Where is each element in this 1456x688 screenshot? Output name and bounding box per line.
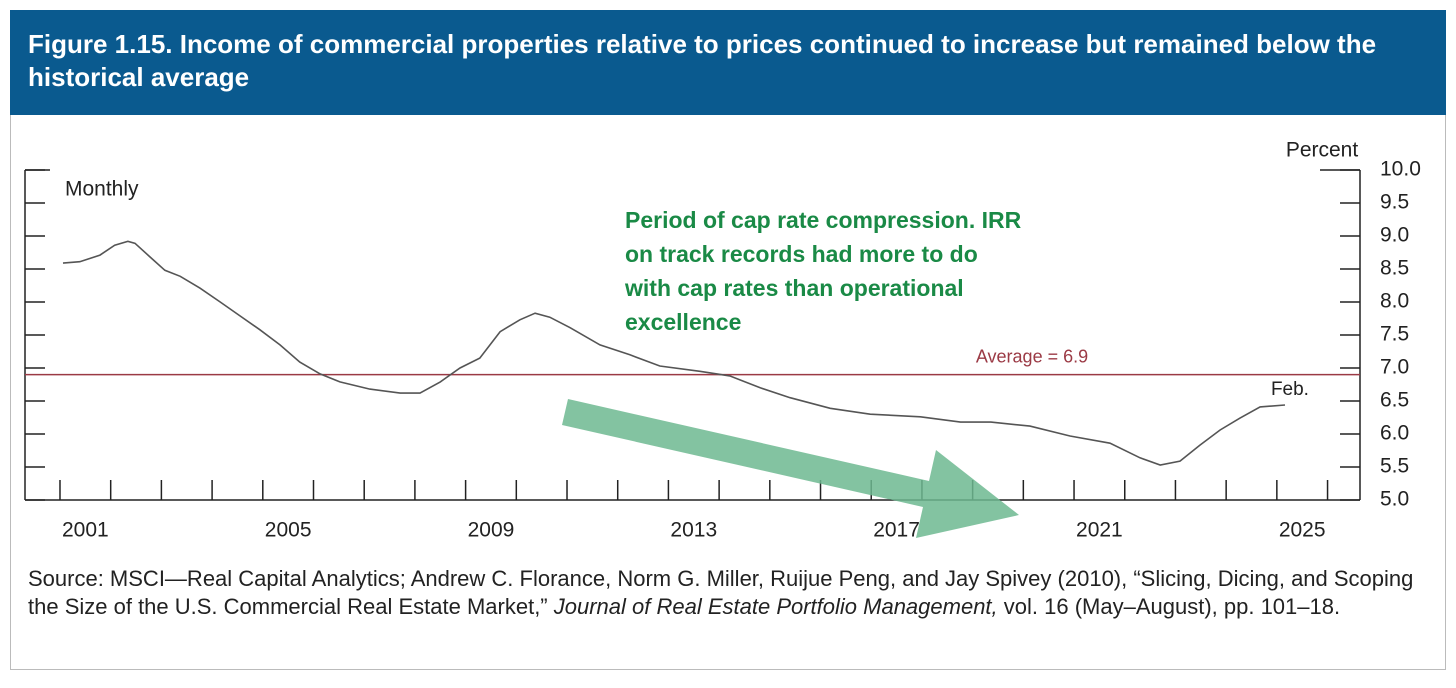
y-tick-label: 6.5 (1380, 389, 1409, 412)
x-tick-label: 2013 (670, 519, 717, 542)
y-axis-label: Percent (1286, 139, 1359, 162)
x-tick-label: 2025 (1279, 519, 1326, 542)
annotation-text: on track records had more to do (625, 241, 978, 267)
annotation-text: with cap rates than operational (624, 275, 964, 301)
source-journal: Journal of Real Estate Portfolio Managem… (553, 594, 998, 619)
y-tick-label: 10.0 (1380, 158, 1421, 181)
annotation-text: Period of cap rate compression. IRR (625, 207, 1022, 233)
source-note: Source: MSCI—Real Capital Analytics; And… (28, 565, 1433, 621)
annotation-arrow (562, 399, 1019, 538)
header: Figure 1.15. Income of commercial proper… (10, 10, 1446, 115)
x-tick-label: 2021 (1076, 519, 1123, 542)
y-tick-label: 9.0 (1380, 224, 1409, 247)
chart-title: Figure 1.15. Income of commercial proper… (28, 29, 1377, 92)
source-text: vol. 16 (May–August), pp. 101–18. (997, 594, 1341, 619)
y-tick-label: 7.5 (1380, 323, 1409, 346)
x-tick-label: 2005 (265, 519, 312, 542)
end-label: Feb. (1271, 379, 1309, 400)
y-tick-label: 7.0 (1380, 356, 1409, 379)
x-tick-label: 2009 (468, 519, 515, 542)
annotation-text: excellence (625, 309, 741, 335)
x-tick-label: 2017 (873, 519, 920, 542)
source-text: Source: MSCI—Real Capital Analytics; And… (28, 566, 1414, 619)
y-tick-label: 5.5 (1380, 455, 1409, 478)
y-tick-label: 9.5 (1380, 191, 1409, 214)
x-tick-label: 2001 (62, 519, 109, 542)
reference-label: Average = 6.9 (976, 346, 1088, 366)
y-tick-label: 6.0 (1380, 422, 1409, 445)
y-tick-label: 5.0 (1380, 488, 1409, 511)
frequency-note: Monthly (65, 178, 139, 201)
series-line (62, 240, 1286, 466)
y-tick-label: 8.5 (1380, 257, 1409, 280)
y-tick-label: 8.0 (1380, 290, 1409, 313)
